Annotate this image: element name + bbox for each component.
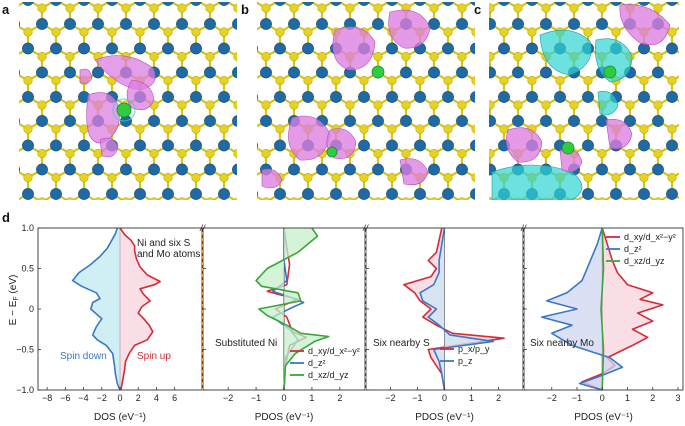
legend-entry: p_z [458,356,473,366]
x-axis-label: DOS (eV⁻¹) [94,412,146,423]
x-tick-label: 0 [281,393,286,403]
series-fill [541,228,623,390]
x-tick-label: −2 [223,393,233,403]
x-tick-label: −1 [412,393,422,403]
x-tick-label: 1 [309,393,314,403]
legend-entry: d_xy/d_x²−y² [308,346,360,356]
legend: d_xy/d_x²−y² d_z² d_xz/d_yz [290,346,360,380]
dos-subplot-1: −8 −6 −4 −2 0 2 4 6 DOS (eV⁻¹) [37,227,203,423]
series-line [71,228,121,390]
annotation-atoms: and Mo atoms [137,249,200,260]
dos-subplot-3: −2 −1 0 1 2 PDOS (eV⁻¹) [365,227,524,423]
x-tick-label: 2 [136,393,141,403]
structure-image-b [257,2,475,200]
x-tick-label: −2 [97,393,107,403]
legend-entry: d_z² [624,244,642,254]
y-tick-label: 0.5 [21,264,34,274]
spin-down-label: Spin down [60,351,107,362]
x-tick-label: 1 [469,393,474,403]
series-line [255,228,330,390]
subplot-annotation: Six nearby Mo [530,338,594,349]
x-tick-label: −1 [251,393,261,403]
series-line [119,228,161,390]
x-tick-label: −6 [60,393,70,403]
x-axis-label: PDOS (eV⁻¹) [255,412,314,423]
series-fill [72,228,120,390]
legend: d_xy/d_x²−y² d_z² d_xz/d_yz [606,232,676,266]
x-tick-label: 2 [337,393,342,403]
x-tick-label: 2 [650,393,655,403]
dos-plots: E − EF (eV) 1.0 0.5 0 −0.5 −1.0 −8 −6 −4 −2 0 2 4 6… [8,223,684,423]
legend: p_x/p_y p_z [440,344,490,366]
series-fill [403,228,505,390]
x-tick-label: 0 [600,393,605,403]
x-tick-label: 3 [675,393,680,403]
axis-break-mark: // [362,223,370,233]
subplot-annotation: Substituted Ni [215,338,277,349]
axis-break-mark: // [520,223,528,233]
legend-entry: d_xz/d_yz [308,370,349,380]
legend-entry: d_z² [308,358,326,368]
structure-image-a [19,2,237,200]
dos-subplot-4: −2 −1 0 1 2 3 PDOS (eV⁻¹) [523,227,684,423]
panel-label-b: b [241,2,249,17]
series-line [600,228,605,390]
legend-entry: p_x/p_y [458,344,490,354]
x-tick-label: 0 [117,393,122,403]
legend-entry: d_xz/d_yz [624,256,665,266]
x-axis-label: PDOS (eV⁻¹) [574,412,633,423]
series-line [540,228,624,390]
annotation-atoms: Ni and six S [137,238,191,249]
x-tick-label: −4 [78,393,88,403]
x-tick-label: 1 [625,393,630,403]
x-tick-label: −2 [385,393,395,403]
y-axis-label: E − EF (eV) [8,275,20,326]
legend-entry: d_xy/d_x²−y² [624,232,676,242]
x-axis-label: PDOS (eV⁻¹) [415,412,474,423]
y-tick-label: 1.0 [21,223,34,233]
x-tick-label: 4 [154,393,159,403]
x-tick-label: −1 [572,393,582,403]
y-tick-label: −0.5 [16,345,34,355]
x-tick-label: 6 [172,393,177,403]
panel-label-a: a [2,2,10,17]
axis-break-mark: // [199,223,207,233]
panel-label-d: d [2,210,10,225]
x-tick-label: −8 [42,393,52,403]
spin-up-label: Spin up [137,351,171,362]
panel-label-c: c [474,2,481,17]
subplot-annotation: Six nearby S [373,338,430,349]
series-fill [582,228,663,390]
y-tick-label: 0 [29,304,34,314]
y-tick-label: −1.0 [16,385,34,395]
series-fill [256,228,329,390]
series-line [419,228,494,390]
x-tick-label: 0 [442,393,447,403]
dos-subplot-2: −2 −1 0 1 2 PDOS (eV⁻¹) [202,227,366,423]
x-tick-label: 2 [496,393,501,403]
y-ticks: 1.0 0.5 0 −0.5 −1.0 [16,223,34,395]
x-tick-label: −2 [547,393,557,403]
structure-image-c [489,2,679,200]
series-line [403,228,505,390]
